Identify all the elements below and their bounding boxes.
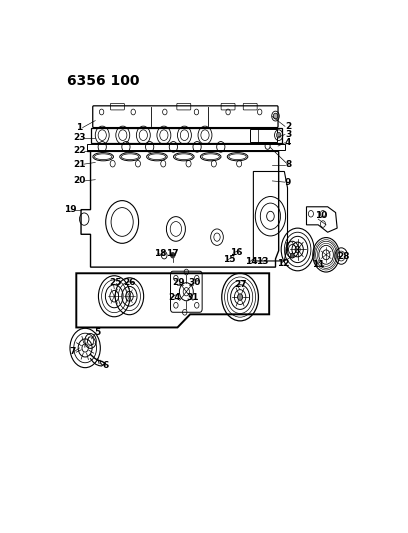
Text: 20: 20: [73, 176, 86, 185]
Text: 4: 4: [285, 138, 291, 147]
Text: 8: 8: [285, 160, 291, 169]
Text: 2: 2: [285, 122, 291, 131]
Text: 30: 30: [188, 278, 201, 287]
Text: 11: 11: [312, 260, 324, 269]
Text: 15: 15: [224, 255, 236, 264]
Text: 5: 5: [95, 328, 101, 337]
Bar: [87, 143, 285, 150]
Text: 22: 22: [73, 147, 86, 156]
Text: 29: 29: [173, 278, 185, 287]
Text: 13: 13: [256, 257, 268, 266]
Text: 23: 23: [73, 133, 86, 142]
Text: 27: 27: [234, 280, 246, 289]
Text: 14: 14: [246, 257, 258, 266]
Text: 16: 16: [230, 248, 242, 257]
Text: 28: 28: [337, 252, 350, 261]
Bar: [91, 127, 282, 143]
Text: 9: 9: [285, 177, 291, 187]
Text: 17: 17: [166, 249, 179, 258]
Text: 3: 3: [285, 130, 291, 139]
Circle shape: [273, 113, 278, 119]
Circle shape: [237, 294, 243, 301]
Text: 26: 26: [123, 278, 136, 287]
Text: 31: 31: [186, 293, 199, 302]
Text: 10: 10: [315, 211, 328, 220]
Text: 6356 100: 6356 100: [67, 74, 139, 88]
Circle shape: [290, 253, 294, 258]
Text: 6: 6: [102, 361, 109, 370]
Circle shape: [171, 252, 175, 258]
Text: 25: 25: [110, 278, 122, 287]
Text: 19: 19: [64, 205, 76, 214]
Bar: [250, 129, 277, 142]
Text: 1: 1: [76, 123, 82, 132]
Text: 18: 18: [154, 249, 166, 258]
Text: 7: 7: [69, 347, 76, 356]
Text: 24: 24: [168, 293, 181, 302]
Circle shape: [277, 132, 281, 138]
Text: 21: 21: [73, 159, 86, 168]
Text: 12: 12: [277, 259, 290, 268]
